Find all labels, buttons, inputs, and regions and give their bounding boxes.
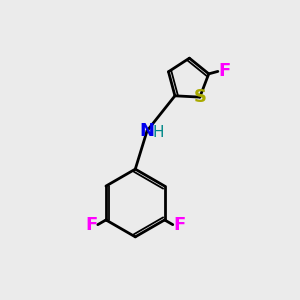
- Text: F: F: [218, 62, 230, 80]
- Text: S: S: [193, 88, 206, 106]
- Text: H: H: [152, 125, 164, 140]
- Text: N: N: [140, 122, 154, 140]
- Text: F: F: [173, 216, 185, 234]
- Text: F: F: [85, 216, 98, 234]
